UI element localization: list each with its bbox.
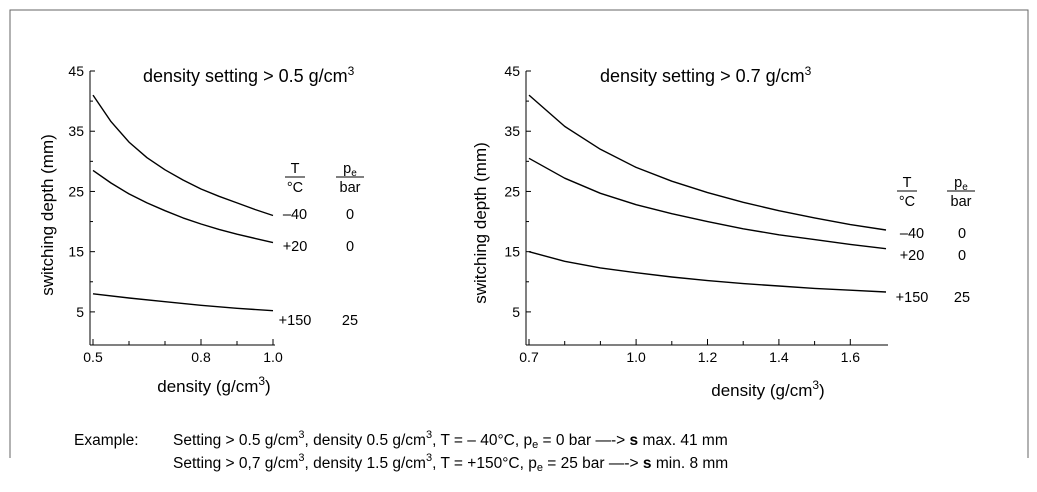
x-tick-label: 1.4 [769, 349, 789, 365]
y-tick-label: 35 [68, 123, 84, 139]
chart-left: density setting > 0.5 g/cm3 switching de… [38, 63, 364, 396]
x-tick-label: 1.0 [263, 349, 283, 365]
y-tick-label: 15 [504, 244, 520, 260]
chart-right-title: density setting > 0.7 g/cm3 [600, 64, 812, 86]
chart-right-y-axis-label: switching depth (mm) [471, 142, 490, 304]
series-line [528, 94, 887, 231]
series-pe-label: 0 [346, 239, 354, 255]
chart-right: density setting > 0.7 g/cm3 switching de… [471, 63, 975, 400]
y-tick-label: 45 [504, 63, 520, 79]
x-tick-label: 0.7 [519, 349, 539, 365]
series-label: –40 [283, 207, 307, 223]
legend-header-t-num: T [291, 161, 300, 177]
legend-header-p-den: bar [340, 180, 361, 196]
chart-left-x-axis-label: density (g/cm3) [157, 374, 270, 396]
series-label: +20 [900, 248, 925, 264]
series-label: +150 [279, 313, 312, 329]
series-line [92, 169, 274, 244]
y-tick-label: 25 [68, 183, 84, 199]
example-line-2: Setting > 0,7 g/cm3, density 1.5 g/cm3, … [173, 452, 728, 474]
y-tick-label: 5 [512, 304, 520, 320]
example-lead: Example: [74, 432, 139, 449]
chart-left-legend: T °C pe bar [285, 161, 364, 196]
x-tick-label: 1.2 [698, 349, 718, 365]
series-label: +150 [896, 290, 929, 306]
example-line-1: Setting > 0.5 g/cm3, density 0.5 g/cm3, … [173, 429, 728, 451]
series-pe-label: 0 [958, 226, 966, 242]
series-line [528, 157, 887, 250]
series-line [92, 94, 274, 217]
x-tick-label: 1.0 [626, 349, 646, 365]
y-tick-label: 35 [504, 123, 520, 139]
y-tick-label: 15 [68, 244, 84, 260]
legend-header-t-den: °C [899, 194, 915, 210]
series-pe-label: 0 [346, 207, 354, 223]
chart-left-title: density setting > 0.5 g/cm3 [143, 64, 355, 86]
chart-left-y-axis-label: switching depth (mm) [38, 134, 57, 296]
series-line [92, 293, 274, 312]
y-tick-label: 5 [76, 304, 84, 320]
example-note: Example: Setting > 0.5 g/cm3, density 0.… [74, 429, 728, 474]
x-tick-label: 1.6 [841, 349, 861, 365]
series-pe-label: 25 [342, 313, 358, 329]
x-tick-label: 0.5 [83, 349, 103, 365]
y-tick-label: 45 [68, 63, 84, 79]
legend-header-p-num: pe [343, 161, 357, 179]
legend-header-p-num: pe [954, 175, 968, 193]
legend-header-t-num: T [903, 175, 912, 191]
series-label: –40 [900, 226, 924, 242]
y-tick-label: 25 [504, 183, 520, 199]
legend-header-t-den: °C [287, 180, 303, 196]
series-line [528, 251, 887, 293]
legend-header-p-den: bar [951, 194, 972, 210]
series-label: +20 [283, 239, 308, 255]
figure-frame [9, 9, 1029, 458]
series-pe-label: 25 [954, 290, 970, 306]
chart-right-x-axis-label: density (g/cm3) [711, 378, 824, 400]
chart-right-legend: T °C pe bar [897, 175, 975, 210]
x-tick-label: 0.8 [191, 349, 211, 365]
series-pe-label: 0 [958, 248, 966, 264]
